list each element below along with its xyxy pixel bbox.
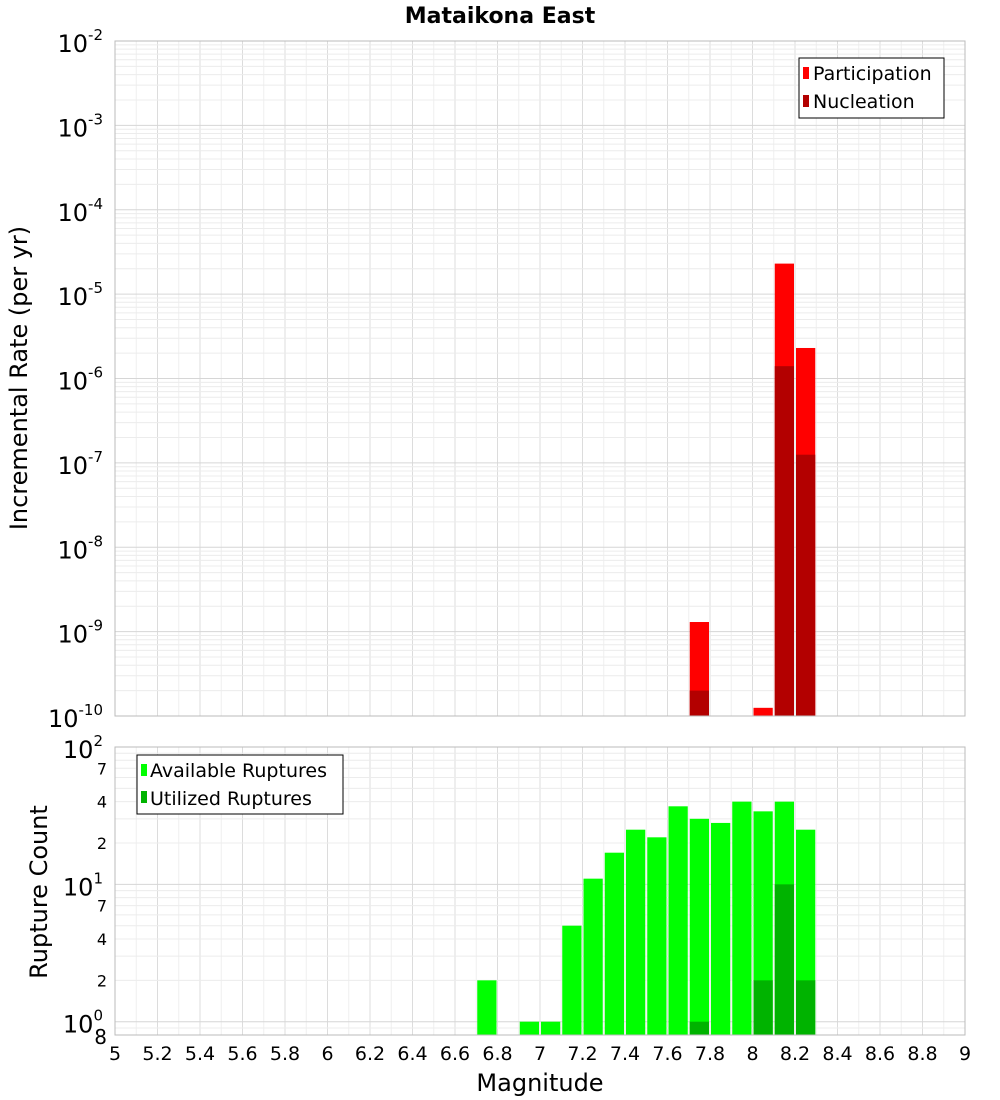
count-y-axis-label: Rupture Count [25,805,53,979]
x-tick-label: 5.4 [185,1043,215,1065]
count-bar-available-ruptures [562,925,582,1035]
rate-bar-participation [753,707,773,716]
rate-y-tick-label: 10-10 [48,701,103,733]
x-tick-label: 7.8 [695,1043,725,1065]
count-bar-available-ruptures [668,806,688,1035]
count-y-minor-tick-label: 2 [97,834,107,853]
rate-y-tick-label: 10-4 [57,195,103,227]
rate-panel: 10-10 10-9 10-8 10-7 10-6 10-5 10-4 10-3 10-2 In… [5,26,966,733]
count-legend-box [136,754,344,815]
count-bar-available-ruptures [732,801,752,1035]
x-tick-label: 8 [746,1043,758,1065]
count-y-minor-tick-label: 4 [97,930,107,949]
legend-utilized-swatch [141,791,147,803]
count-legend: Available Ruptures Utilized Ruptures [136,754,344,815]
count-bar-available-ruptures [711,822,731,1035]
rate-gridlines [114,40,966,717]
x-tick-label: 6.8 [482,1043,512,1065]
x-tick-label: 8.4 [822,1043,852,1065]
count-bar-utilized-ruptures [753,980,773,1035]
rate-y-tick-label: 10-8 [57,532,103,564]
rate-y-tick-label: 10-7 [57,448,103,480]
legend-available-swatch [141,764,147,776]
count-bar-available-ruptures [753,811,773,1035]
x-tick-label: 6 [321,1043,333,1065]
rate-y-axis-label: Incremental Rate (per yr) [5,226,33,530]
rate-bar-nucleation [689,690,709,716]
legend-participation-label: Participation [813,63,932,85]
x-tick-label: 5.6 [227,1043,257,1065]
x-tick-label: 6.4 [397,1043,427,1065]
rate-plot-frame [114,40,966,717]
x-tick-label: 6.2 [355,1043,385,1065]
count-bar-available-ruptures [604,852,624,1035]
rate-y-tick-label: 10-9 [57,617,103,649]
rate-y-ticks: 10-10 10-9 10-8 10-7 10-6 10-5 10-4 10-3 10-2 [48,26,103,733]
rate-legend-box [798,57,945,119]
x-tick-label: 8.6 [865,1043,895,1065]
count-bar-utilized-ruptures [774,884,794,1035]
rate-legend: Participation Nucleation [798,57,945,119]
x-tick-label: 6.6 [440,1043,470,1065]
x-axis-label: Magnitude [476,1069,603,1097]
count-y-minor-tick-label: 7 [97,759,107,778]
count-bar-available-ruptures [626,829,646,1035]
count-y-tick-label: 100 [63,1007,103,1039]
count-panel: 100 101 102 8 2 4 7 2 4 7 5 5.2 5.4 5.6 5.8 6 6.2 6.4 6.6… [25,732,971,1097]
x-tick-label: 5.8 [270,1043,300,1065]
x-tick-label: 7.2 [567,1043,597,1065]
legend-participation-swatch [803,67,809,79]
count-bar-available-ruptures [519,1021,539,1035]
rate-y-tick-label: 10-3 [57,110,103,142]
count-bar-utilized-ruptures [689,1021,709,1035]
rate-bar-nucleation [774,366,794,716]
x-ticks: 5 5.2 5.4 5.6 5.8 6 6.2 6.4 6.6 6.8 7 7.2 7.4 7.6 7.8 8… [109,1043,971,1065]
count-y-minor-tick-label: 8 [94,1025,107,1049]
x-tick-label: 7.6 [652,1043,682,1065]
count-y-minor-tick-label: 4 [97,793,107,812]
x-tick-label: 9 [959,1043,971,1065]
rate-y-tick-label: 10-5 [57,279,103,311]
count-bar-available-ruptures [477,980,497,1035]
count-y-minor-tick-label: 2 [97,971,107,990]
rate-y-tick-label: 10-6 [57,364,103,396]
count-bar-available-ruptures [647,837,667,1035]
count-bar-available-ruptures [583,878,603,1035]
legend-available-label: Available Ruptures [150,760,327,782]
count-y-ticks: 100 101 102 8 2 4 7 2 4 7 [63,732,107,1049]
count-bar-available-ruptures [541,1021,561,1035]
x-tick-label: 8.8 [907,1043,937,1065]
count-bar-utilized-ruptures [796,980,816,1035]
legend-utilized-label: Utilized Ruptures [150,788,312,810]
rate-bars [689,263,816,716]
legend-nucleation-swatch [803,95,809,107]
legend-nucleation-label: Nucleation [813,91,915,113]
x-tick-label: 5.2 [142,1043,172,1065]
count-plot-frame [114,746,966,1036]
count-bars [477,801,816,1035]
x-tick-label: 7 [534,1043,546,1065]
count-bar-available-ruptures [689,818,709,1035]
count-y-tick-label: 101 [63,869,103,901]
x-tick-label: 7.4 [610,1043,640,1065]
chart-title: Mataikona East [405,4,596,29]
rate-bar-nucleation [796,454,816,716]
count-y-tick-label: 102 [63,732,103,764]
rate-y-tick-label: 10-2 [57,26,103,58]
x-tick-label: 8.2 [780,1043,810,1065]
x-tick-label: 5 [109,1043,121,1065]
count-y-minor-tick-label: 7 [97,897,107,916]
